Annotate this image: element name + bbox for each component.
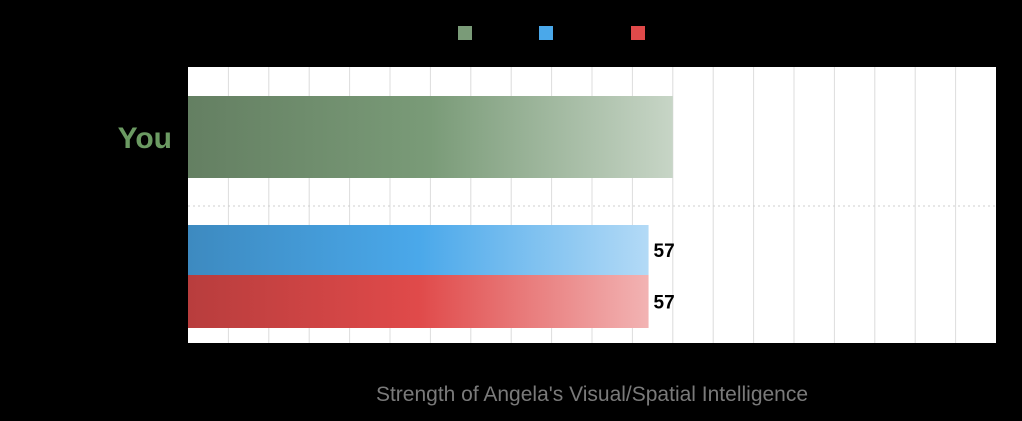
- category-label-you: You: [118, 122, 172, 155]
- labels: You 57 57: [118, 122, 675, 314]
- legend: [458, 26, 645, 40]
- bars: [188, 96, 673, 328]
- bar-series-2: [188, 275, 649, 328]
- bar-series-0: [188, 96, 673, 178]
- legend-swatch-0: [458, 26, 472, 40]
- value-label-blue: 57: [654, 241, 675, 262]
- legend-swatch-1: [539, 26, 553, 40]
- legend-swatch-2: [631, 26, 645, 40]
- bar-series-1: [188, 225, 649, 275]
- x-axis-label: Strength of Angela's Visual/Spatial Inte…: [376, 383, 808, 406]
- value-label-red: 57: [654, 293, 675, 314]
